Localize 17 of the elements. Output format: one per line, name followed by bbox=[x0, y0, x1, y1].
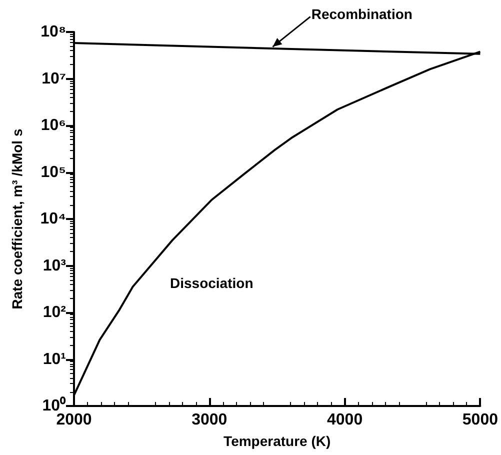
x-axis-title: Temperature (K) bbox=[224, 433, 331, 449]
y-tick-label: 10⁶ bbox=[40, 117, 66, 134]
annotation: Dissociation bbox=[170, 275, 254, 291]
y-tick-label: 10⁰ bbox=[42, 396, 66, 414]
y-tick-label: 10¹ bbox=[42, 350, 66, 368]
x-tick-label: 2000 bbox=[56, 412, 92, 428]
x-tick-label: 5000 bbox=[462, 412, 498, 428]
y-axis-title: Rate coefficient, m³ /kMol s bbox=[9, 128, 25, 310]
x-tick-label: 3000 bbox=[192, 412, 228, 428]
x-tick-label: 4000 bbox=[327, 412, 363, 428]
y-tick-label: 10⁴ bbox=[40, 210, 66, 228]
annotation: Recombination bbox=[311, 6, 412, 22]
y-tick-label: 10⁸ bbox=[40, 24, 66, 40]
y-tick-label: 10⁷ bbox=[42, 70, 66, 88]
y-tick-label: 10² bbox=[42, 304, 66, 321]
y-tick-label: 10³ bbox=[42, 257, 66, 274]
y-tick-label: 10⁵ bbox=[40, 164, 66, 181]
